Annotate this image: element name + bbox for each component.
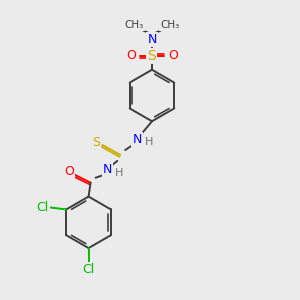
Text: CH₃: CH₃ <box>124 20 144 30</box>
Text: N: N <box>103 163 112 176</box>
Text: N: N <box>147 32 157 46</box>
Text: N: N <box>132 133 142 146</box>
Text: Cl: Cl <box>36 201 49 214</box>
Text: Cl: Cl <box>82 263 95 276</box>
Text: H: H <box>115 168 124 178</box>
Text: CH₃: CH₃ <box>160 20 179 30</box>
Text: O: O <box>126 50 136 62</box>
Text: O: O <box>168 50 178 62</box>
Text: S: S <box>148 49 156 63</box>
Text: O: O <box>64 165 74 178</box>
Text: S: S <box>92 136 101 148</box>
Text: H: H <box>145 137 153 147</box>
